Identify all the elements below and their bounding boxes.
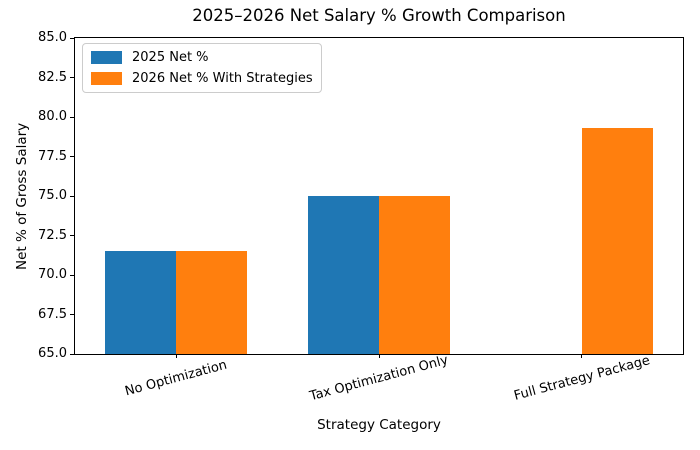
y-tick-label: 82.5	[38, 69, 67, 85]
y-tick-mark	[70, 274, 74, 276]
legend-item: 2025 Net %	[91, 50, 313, 65]
y-tick-label: 85.0	[38, 30, 67, 45]
y-tick-label: 65.0	[38, 346, 67, 361]
legend: 2025 Net % 2026 Net % With Strategies	[82, 43, 322, 93]
y-tick-label: 72.5	[38, 227, 67, 243]
legend-item: 2026 Net % With Strategies	[91, 71, 313, 86]
y-tick-mark	[70, 195, 74, 197]
bar-2025-net--2	[308, 196, 379, 354]
y-tick-label: 80.0	[38, 109, 67, 124]
x-tick-mark	[175, 354, 177, 358]
bar-2026-net-with-strategies-1	[176, 251, 248, 354]
bar-2026-net-with-strategies-3	[581, 128, 653, 354]
legend-swatch-2025	[91, 51, 122, 64]
y-tick-mark	[70, 116, 74, 118]
legend-label-2025: 2025 Net %	[132, 50, 209, 65]
y-tick-mark	[70, 156, 74, 157]
y-tick-label: 67.5	[38, 306, 67, 322]
legend-label-2026: 2026 Net % With Strategies	[132, 71, 313, 86]
bar-2025-net--1	[105, 251, 177, 354]
bar-2026-net-with-strategies-2	[379, 196, 450, 354]
y-tick-label: 70.0	[38, 267, 67, 282]
y-tick-label: 77.5	[38, 148, 67, 164]
legend-swatch-2026	[91, 72, 122, 85]
x-axis-label: Strategy Category	[317, 417, 441, 433]
y-tick-mark	[70, 235, 74, 236]
chart-title: 2025–2026 Net Salary % Growth Comparison	[192, 6, 566, 25]
x-tick-mark	[581, 354, 583, 358]
y-tick-mark	[70, 353, 74, 355]
x-tick-mark	[378, 354, 380, 358]
y-tick-label: 75.0	[38, 188, 67, 203]
y-tick-mark	[70, 37, 74, 39]
y-tick-mark	[70, 77, 74, 78]
y-tick-mark	[70, 314, 74, 315]
